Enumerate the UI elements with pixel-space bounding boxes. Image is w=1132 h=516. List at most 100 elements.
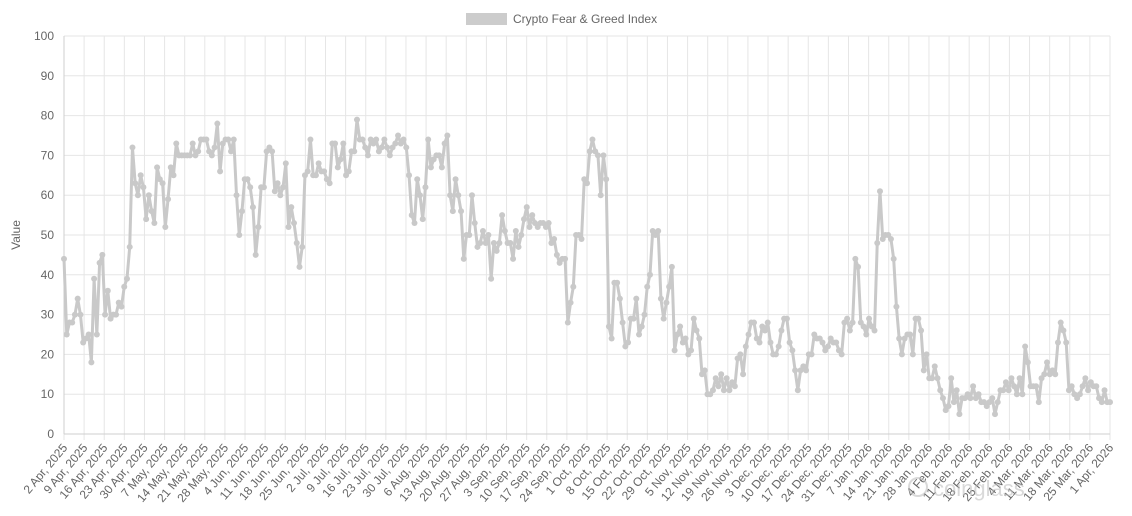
data-point[interactable] (74, 295, 81, 302)
data-point[interactable] (304, 168, 311, 175)
data-point[interactable] (967, 395, 974, 402)
data-point[interactable] (989, 395, 996, 402)
data-point[interactable] (353, 116, 360, 123)
data-point[interactable] (455, 192, 462, 199)
data-point[interactable] (236, 232, 243, 238)
data-point[interactable] (991, 411, 998, 418)
data-point[interactable] (655, 228, 662, 235)
data-point[interactable] (918, 327, 925, 334)
data-point[interactable] (871, 327, 878, 334)
data-point[interactable] (91, 275, 98, 282)
data-point[interactable] (1079, 383, 1086, 390)
data-point[interactable] (477, 239, 484, 246)
data-point[interactable] (1082, 375, 1089, 382)
data-point[interactable] (364, 152, 371, 159)
data-point[interactable] (521, 216, 528, 223)
data-point[interactable] (274, 180, 281, 187)
data-point[interactable] (217, 168, 224, 175)
data-point[interactable] (203, 136, 210, 143)
data-point[interactable] (1093, 383, 1100, 390)
data-point[interactable] (994, 399, 1001, 406)
data-point[interactable] (137, 172, 144, 179)
data-point[interactable] (1011, 383, 1018, 390)
data-point[interactable] (61, 255, 67, 262)
data-point[interactable] (523, 204, 530, 211)
data-point[interactable] (447, 192, 454, 199)
data-point[interactable] (1033, 383, 1040, 390)
data-point[interactable] (794, 387, 801, 394)
data-point[interactable] (132, 180, 139, 187)
data-point[interactable] (657, 295, 664, 302)
data-point[interactable] (616, 295, 623, 302)
data-point[interactable] (844, 315, 851, 322)
data-point[interactable] (1076, 391, 1083, 398)
data-point[interactable] (589, 136, 596, 143)
data-point[interactable] (378, 144, 385, 151)
data-point[interactable] (890, 255, 897, 262)
data-point[interactable] (619, 319, 626, 326)
data-point[interactable] (359, 136, 366, 143)
data-point[interactable] (277, 192, 284, 199)
data-point[interactable] (337, 156, 344, 163)
data-point[interactable] (1000, 387, 1007, 394)
data-point[interactable] (1016, 375, 1023, 382)
data-point[interactable] (636, 331, 643, 338)
data-point[interactable] (244, 176, 251, 183)
data-point[interactable] (501, 228, 508, 235)
data-point[interactable] (660, 315, 667, 322)
data-point[interactable] (123, 275, 130, 282)
data-point[interactable] (920, 367, 927, 374)
data-point[interactable] (852, 255, 859, 262)
data-point[interactable] (567, 299, 574, 306)
data-point[interactable] (584, 180, 590, 187)
data-point[interactable] (414, 176, 421, 183)
data-point[interactable] (260, 184, 267, 191)
data-point[interactable] (1052, 371, 1059, 378)
data-point[interactable] (162, 224, 169, 231)
data-point[interactable] (764, 319, 771, 326)
data-point[interactable] (488, 275, 495, 282)
data-point[interactable] (824, 343, 831, 350)
data-point[interactable] (154, 164, 161, 171)
data-point[interactable] (315, 160, 322, 167)
data-point[interactable] (855, 263, 862, 270)
data-point[interactable] (499, 212, 506, 219)
data-point[interactable] (608, 335, 615, 342)
data-point[interactable] (953, 387, 960, 394)
data-point[interactable] (893, 303, 900, 310)
data-point[interactable] (915, 315, 922, 322)
data-point[interactable] (332, 140, 339, 147)
data-point[interactable] (452, 176, 459, 183)
data-point[interactable] (411, 220, 418, 227)
data-point[interactable] (975, 391, 982, 398)
data-point[interactable] (518, 232, 525, 238)
data-point[interactable] (228, 148, 235, 155)
data-point[interactable] (403, 144, 410, 151)
data-point[interactable] (307, 136, 314, 143)
data-point[interactable] (441, 140, 448, 147)
data-point[interactable] (1085, 387, 1092, 394)
data-point[interactable] (479, 228, 486, 235)
data-point[interactable] (406, 172, 413, 179)
data-point[interactable] (392, 140, 399, 147)
data-point[interactable] (1022, 343, 1029, 350)
data-point[interactable] (529, 212, 536, 219)
data-point[interactable] (299, 243, 306, 250)
data-point[interactable] (1101, 387, 1108, 394)
data-point[interactable] (1005, 387, 1012, 394)
data-point[interactable] (792, 367, 799, 374)
data-point[interactable] (907, 331, 914, 338)
data-point[interactable] (677, 323, 684, 330)
data-point[interactable] (102, 311, 109, 318)
data-point[interactable] (701, 367, 708, 374)
data-point[interactable] (252, 251, 259, 258)
data-point[interactable] (668, 263, 675, 270)
data-point[interactable] (605, 323, 612, 330)
data-point[interactable] (249, 204, 256, 211)
data-point[interactable] (296, 263, 303, 270)
data-point[interactable] (693, 327, 700, 334)
data-point[interactable] (945, 403, 952, 410)
data-point[interactable] (688, 347, 695, 354)
data-point[interactable] (666, 283, 673, 290)
data-point[interactable] (143, 216, 150, 223)
